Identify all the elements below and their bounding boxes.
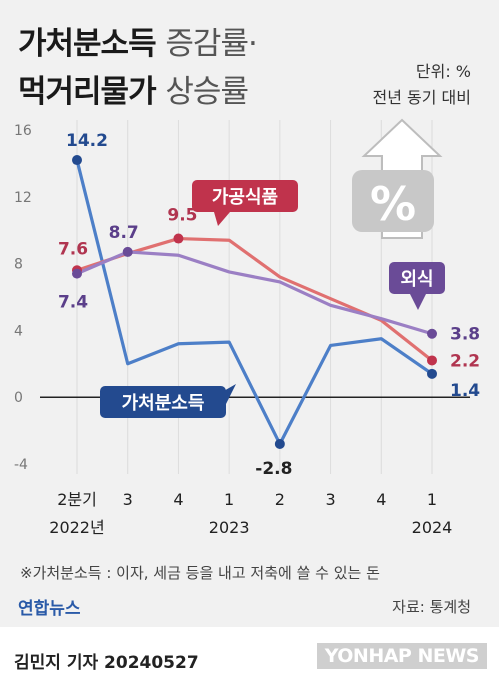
data-label: 2.2 xyxy=(450,351,480,371)
yonhap-watermark: YONHAP NEWS xyxy=(316,643,487,669)
yonhap-logo: 연합뉴스 xyxy=(18,599,81,619)
data-label: 3.8 xyxy=(450,325,480,345)
x-tick-label: 4 xyxy=(173,490,183,509)
x-tick-label: 2 xyxy=(275,490,285,509)
unit-label: 단위: % xyxy=(415,62,471,81)
series-name-label: 가처분소득 xyxy=(122,393,205,414)
chart-panel xyxy=(0,0,499,627)
data-point xyxy=(72,155,82,166)
series-callout-box xyxy=(192,180,298,212)
series-callout-box xyxy=(100,386,226,418)
x-tick-label: 3 xyxy=(123,490,133,509)
data-label: 9.5 xyxy=(167,206,197,226)
data-point xyxy=(72,268,82,279)
y-tick-label: 12 xyxy=(14,190,32,206)
series-line xyxy=(75,159,433,446)
data-point xyxy=(173,233,184,244)
data-point xyxy=(427,355,437,366)
data-point xyxy=(427,368,437,379)
data-label: 1.4 xyxy=(450,381,480,401)
series-line xyxy=(76,236,433,362)
series-name-label: 가공식품 xyxy=(212,187,278,208)
y-tick-label: 0 xyxy=(14,390,23,406)
source-label: 자료: 통계청 xyxy=(392,598,471,616)
x-tick-label: 4 xyxy=(376,490,386,509)
y-tick-label: 16 xyxy=(14,123,32,139)
data-label: 7.6 xyxy=(58,239,88,259)
series-callout-tail xyxy=(222,384,236,404)
data-label: 7.4 xyxy=(58,293,88,313)
data-point xyxy=(122,246,133,257)
title-line-2: 먹거리물가 상승률 xyxy=(18,74,249,110)
percent-icon: % xyxy=(370,177,416,231)
series-name-label: 외식 xyxy=(400,269,433,290)
reporter-credit: 김민지 기자 20240527 xyxy=(14,653,199,673)
series-callout-box xyxy=(389,262,445,294)
year-label: 2023 xyxy=(209,518,250,537)
y-tick-label: 4 xyxy=(14,323,23,339)
title-line-1: 가처분소득 증감률· xyxy=(18,26,258,62)
footnote: ※가처분소득 : 이자, 세금 등을 내고 저축에 쓸 수 있는 돈 xyxy=(20,564,380,582)
data-point xyxy=(274,438,285,449)
series-callout-tail xyxy=(214,212,230,226)
x-tick-label: 1 xyxy=(427,490,437,509)
series-callout-tail xyxy=(410,294,426,310)
data-label: 14.2 xyxy=(66,131,108,151)
data-label: 8.7 xyxy=(109,223,139,243)
series-line xyxy=(76,250,433,336)
y-tick-label: -4 xyxy=(14,457,28,473)
year-label: 2022년 xyxy=(49,518,104,537)
year-label: 2024 xyxy=(412,518,453,537)
unit-basis-label: 전년 동기 대비 xyxy=(372,88,472,107)
x-tick-label: 3 xyxy=(325,490,335,509)
x-tick-label: 2분기 xyxy=(57,490,97,509)
y-tick-label: 8 xyxy=(14,257,23,273)
data-point xyxy=(427,328,437,339)
x-tick-label: 1 xyxy=(224,490,234,509)
percent-box-icon xyxy=(352,170,434,232)
data-label: -2.8 xyxy=(255,459,292,479)
